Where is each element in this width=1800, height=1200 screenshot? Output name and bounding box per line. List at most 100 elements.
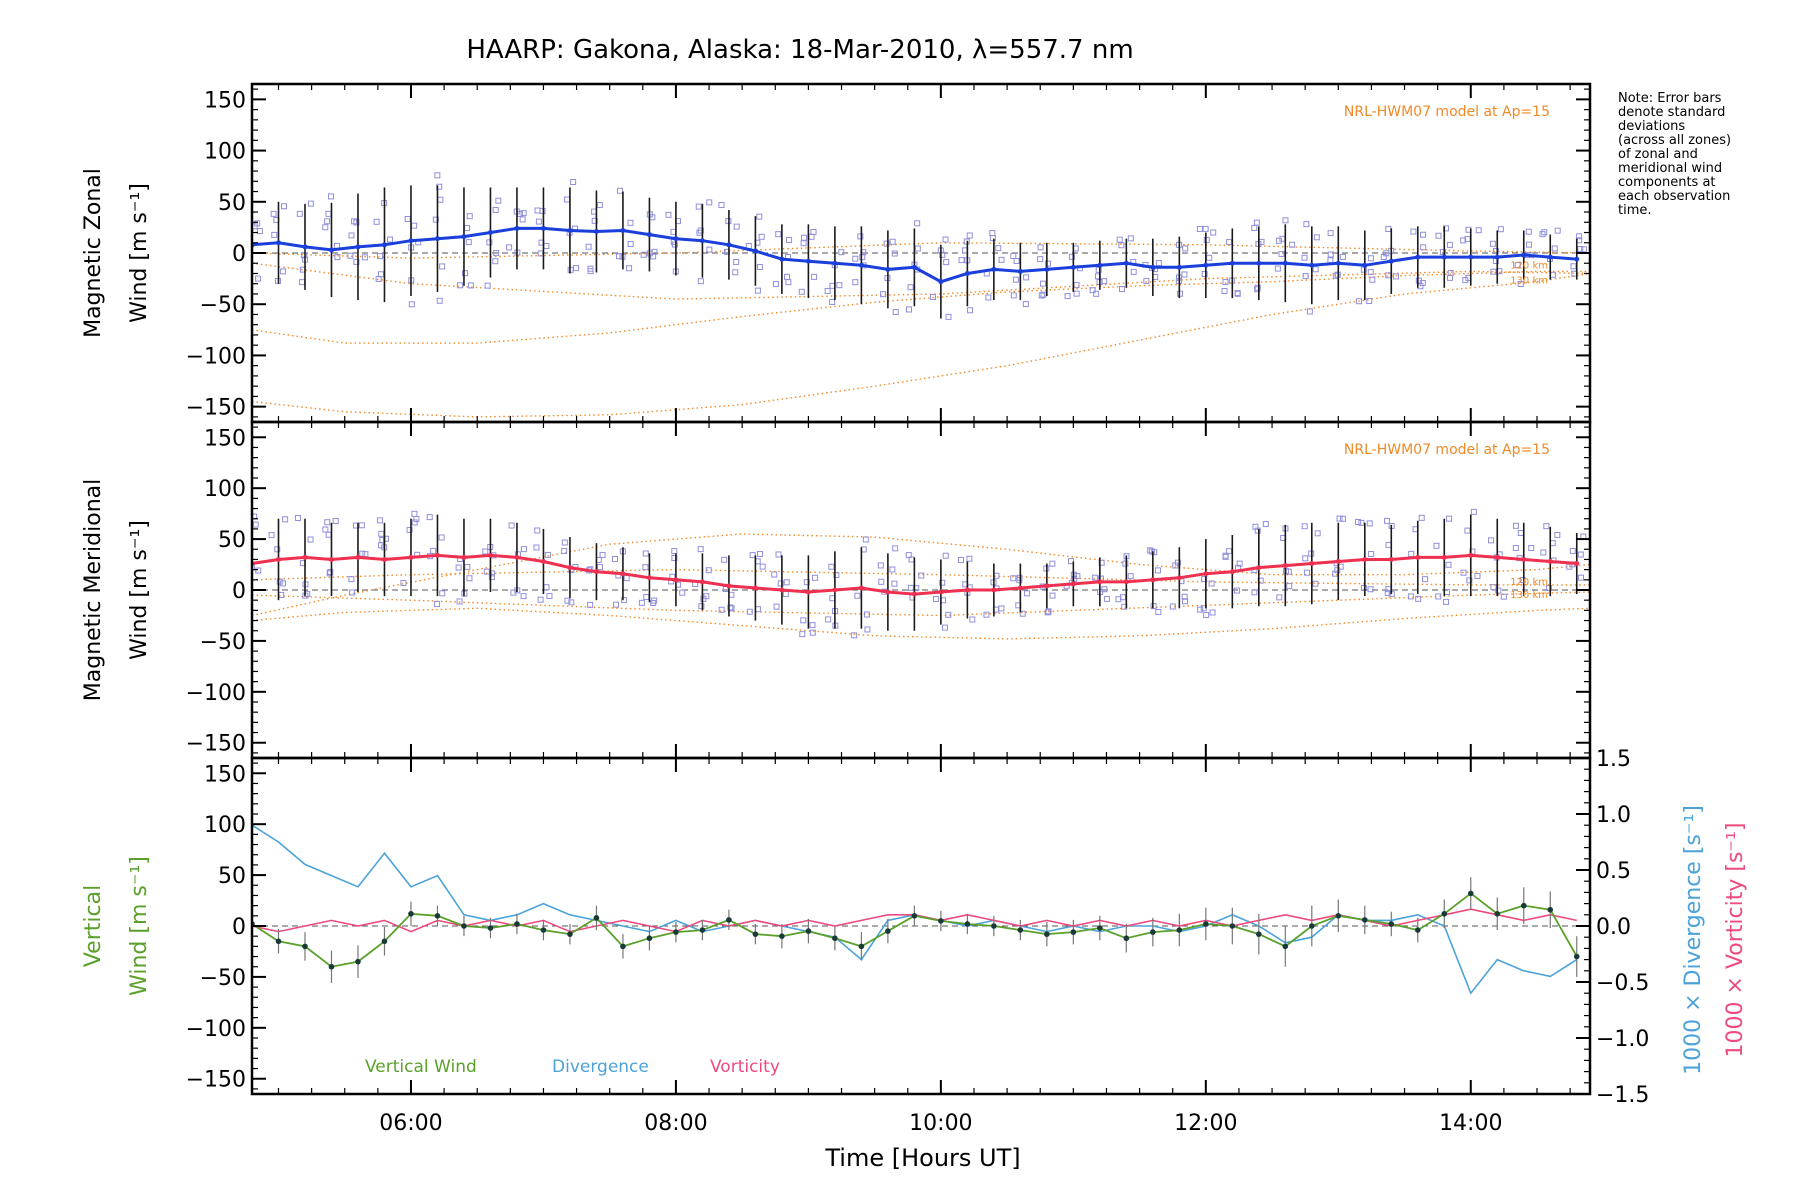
zone-value-marker (439, 590, 446, 597)
y-tick-label: 50 (218, 864, 246, 889)
zone-value-marker (1092, 574, 1099, 581)
zone-value-marker (1037, 244, 1044, 251)
zone-value-marker (989, 235, 996, 242)
y2-tick-label: −1.5 (1596, 1083, 1649, 1108)
zone-value-marker (564, 196, 571, 203)
zone-value-marker (1067, 558, 1074, 565)
zone-value-marker (1336, 515, 1343, 522)
zone-value-marker (439, 263, 446, 270)
zone-value-marker (430, 547, 437, 554)
zone-value-marker (1286, 583, 1293, 590)
legend-divergence: Divergence (552, 1057, 649, 1077)
zone-value-marker (671, 554, 678, 561)
vertical-wind-point (567, 931, 573, 937)
zone-value-marker (376, 253, 383, 260)
zone-value-marker (349, 589, 356, 596)
mean-point (1229, 260, 1235, 266)
zone-value-marker (276, 578, 283, 585)
zone-value-marker (332, 518, 339, 525)
zone-value-marker (1360, 585, 1367, 592)
zone-value-marker (1577, 551, 1584, 558)
zone-value-marker (537, 596, 544, 603)
zone-value-marker (546, 593, 553, 600)
mean-point (699, 579, 705, 585)
zone-value-marker (544, 551, 551, 558)
zone-value-marker (914, 220, 921, 227)
x-tick-label: 06:00 (379, 1111, 442, 1136)
zone-value-marker (561, 547, 568, 554)
zone-value-marker (811, 273, 818, 280)
zone-value-marker (891, 250, 898, 257)
zone-value-marker (271, 231, 278, 238)
vertical-wind-point (1309, 923, 1315, 929)
zone-value-marker (998, 256, 1005, 263)
zone-value-marker (1497, 226, 1504, 233)
y2-tick-label: −0.5 (1596, 971, 1649, 996)
y2-tick-label: 1.0 (1596, 803, 1631, 828)
zone-value-marker (1500, 593, 1507, 600)
zone-value-marker (1447, 274, 1454, 281)
zone-value-marker (615, 253, 622, 260)
zone-value-marker (1327, 251, 1334, 258)
zone-value-marker (1225, 548, 1232, 555)
mean-point (593, 228, 599, 234)
y-tick-label: −100 (186, 681, 246, 706)
mean-point (1017, 585, 1023, 591)
y-tick-label: −50 (200, 630, 246, 655)
mean-point (1044, 583, 1050, 589)
zone-value-marker (1203, 236, 1210, 243)
mean-point (1415, 554, 1421, 560)
zone-value-marker (1118, 286, 1125, 293)
zone-value-marker (348, 576, 355, 583)
zone-value-marker (1147, 547, 1154, 554)
vertical-wind-point (1017, 927, 1024, 933)
y-tick-label: 100 (204, 140, 246, 165)
zone-value-marker (945, 611, 952, 618)
y-axis-label-line1: Magnetic Zonal (81, 168, 106, 338)
zone-value-marker (783, 579, 790, 586)
zone-value-marker (1155, 260, 1162, 267)
zone-value-marker (611, 556, 618, 563)
zone-value-marker (561, 539, 568, 546)
zone-value-marker (252, 521, 259, 528)
zone-value-marker (411, 519, 418, 526)
zone-value-marker (627, 219, 634, 226)
right-y-label-vorticity: 1000 × Vorticity [s⁻¹] (1723, 823, 1748, 1058)
zone-value-marker (1489, 240, 1496, 247)
mean-point (328, 247, 334, 253)
zone-value-marker (1285, 568, 1292, 575)
mean-point (1415, 254, 1421, 260)
zone-value-marker (1385, 225, 1392, 232)
zone-value-marker (382, 535, 389, 542)
y-tick-label: 150 (204, 426, 246, 451)
vertical-wind-point (1203, 921, 1209, 927)
vertical-wind-point (275, 938, 282, 945)
zone-value-marker (1130, 268, 1137, 275)
vertical-wind-point (1070, 929, 1077, 935)
zone-value-marker (387, 236, 394, 243)
zone-value-marker (1380, 253, 1387, 260)
zone-value-marker (824, 287, 831, 294)
vertical-wind-point (1520, 902, 1527, 909)
model-curve-model_bottom (252, 272, 1590, 418)
zone-value-marker (492, 206, 499, 213)
zone-value-marker (995, 245, 1002, 252)
figure-title: HAARP: Gakona, Alaska: 18-Mar-2010, λ=55… (466, 35, 1133, 65)
model-curve-model_lower (252, 607, 1590, 640)
zone-value-marker (809, 629, 816, 636)
zone-value-marker (1435, 593, 1442, 600)
zone-value-marker (854, 592, 861, 599)
zone-value-marker (862, 536, 869, 543)
zone-value-marker (1407, 593, 1414, 600)
mean-point (646, 232, 652, 238)
zone-value-marker (859, 254, 866, 261)
mean-point (1574, 256, 1580, 262)
legend: Vertical Wind Divergence Vorticity (365, 1057, 780, 1077)
zone-value-marker (1289, 241, 1296, 248)
zone-value-marker (327, 193, 334, 200)
zone-value-marker (434, 172, 441, 179)
zone-value-marker (1355, 518, 1362, 525)
vertical-wind-point (805, 928, 812, 934)
vertical-wind-point (1494, 910, 1501, 917)
model-curve-model_low (252, 270, 1590, 344)
